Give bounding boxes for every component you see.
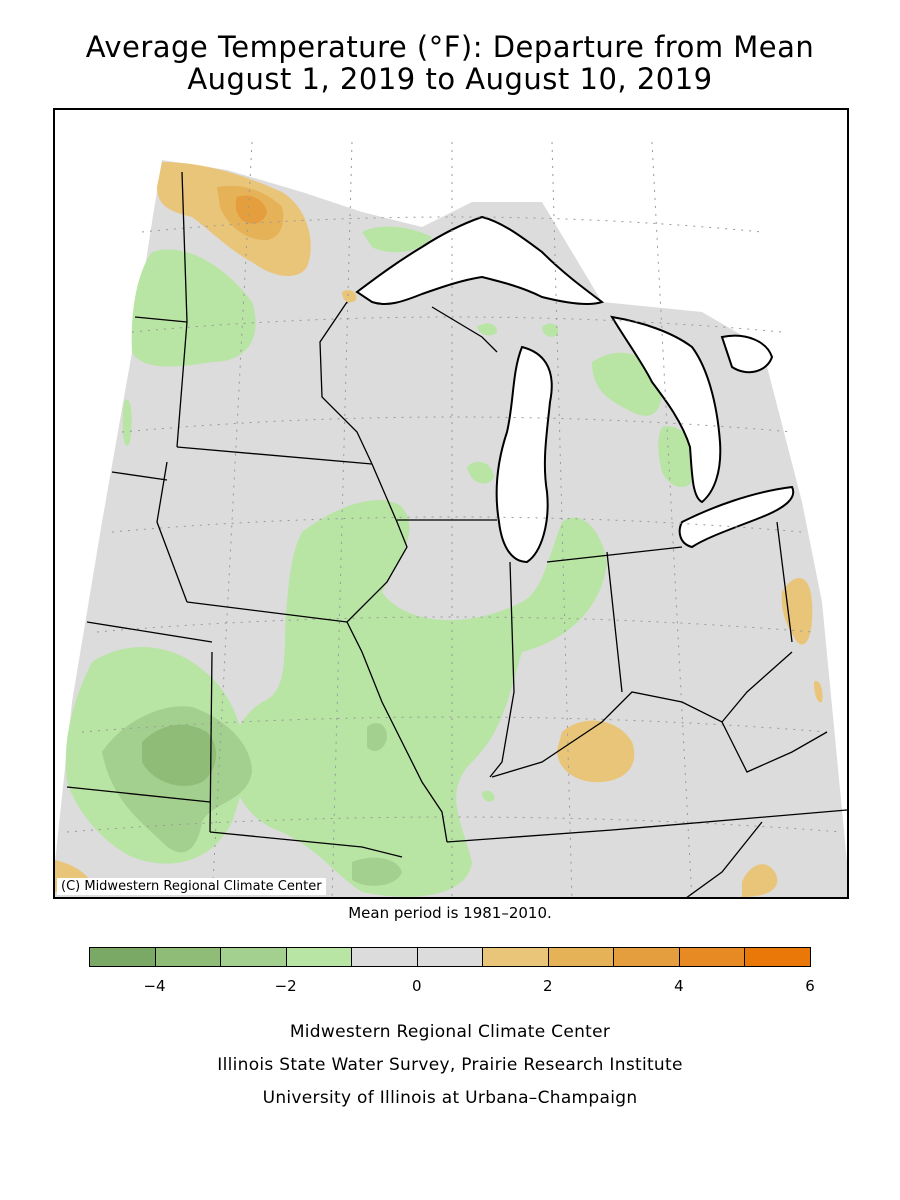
border-mn-ia bbox=[176, 446, 373, 465]
legend-bin bbox=[285, 947, 353, 967]
border-ia-il bbox=[346, 463, 408, 623]
legend-tick-label: 2 bbox=[543, 977, 553, 995]
lake-huron bbox=[610, 315, 722, 504]
anomaly-area-lake-michigan-west bbox=[467, 461, 494, 484]
border-in-oh bbox=[606, 551, 623, 693]
legend-bin bbox=[89, 947, 156, 967]
anomaly-area-missouri-deep bbox=[142, 724, 217, 786]
border-va-tn bbox=[686, 821, 763, 897]
border-il-in bbox=[489, 561, 515, 778]
lake-superior bbox=[355, 215, 605, 306]
border-wi-mi bbox=[431, 306, 498, 353]
anomaly-area-west-edge bbox=[122, 399, 132, 446]
anomaly-area-south-illinois bbox=[352, 857, 402, 886]
border-mn-wi bbox=[319, 301, 373, 465]
anomaly-area-kentucky bbox=[557, 720, 635, 783]
border-mo-ar bbox=[209, 831, 403, 858]
legend-bin bbox=[744, 947, 811, 967]
border-sd-ne bbox=[111, 471, 168, 481]
credit-survey: Illinois State Water Survey, Prairie Res… bbox=[217, 1055, 683, 1075]
anomaly-area-small-1 bbox=[477, 323, 497, 336]
legend-bin bbox=[154, 947, 222, 967]
anomaly-area-superior bbox=[362, 226, 432, 253]
legend-bin bbox=[547, 947, 615, 967]
below-normal-areas bbox=[65, 226, 697, 897]
anomaly-area-northern-minnesota-peak bbox=[235, 195, 267, 224]
legend-bin bbox=[613, 947, 680, 967]
graticule bbox=[66, 141, 843, 897]
legend-tick-label: −2 bbox=[274, 977, 297, 995]
border-ohio-river bbox=[491, 651, 793, 778]
anomaly-area-duluth bbox=[342, 289, 357, 303]
border-mo-il-river bbox=[346, 621, 448, 843]
border-ia-west bbox=[156, 461, 188, 603]
legend-tick-label: −4 bbox=[143, 977, 166, 995]
map-copyright: (C) Midwestern Regional Climate Center bbox=[57, 878, 326, 895]
lake-ontario-edge bbox=[720, 334, 774, 374]
mean-period-note: Mean period is 1981–2010. bbox=[348, 904, 552, 922]
color-legend bbox=[89, 947, 811, 969]
legend-bin bbox=[351, 947, 418, 967]
state-borders bbox=[66, 171, 847, 897]
anomaly-area-north-dakota bbox=[131, 249, 256, 367]
anomaly-area-illinois-core bbox=[367, 723, 387, 751]
anomaly-area-indiana-small bbox=[482, 790, 495, 802]
legend-tick-label: 0 bbox=[411, 977, 422, 995]
border-nd-sd bbox=[134, 316, 188, 323]
above-normal-areas bbox=[55, 162, 823, 897]
anomaly-area-southeast-corner bbox=[742, 864, 778, 897]
great-lakes bbox=[355, 215, 795, 564]
credit-university: University of Illinois at Urbana–Champai… bbox=[262, 1088, 638, 1108]
border-ia-mo bbox=[186, 601, 348, 623]
anomaly-area-small-2 bbox=[542, 323, 559, 337]
border-oh-pa bbox=[776, 521, 793, 643]
legend-tick-label: 4 bbox=[674, 977, 684, 995]
temperature-departure-map: (C) Midwestern Regional Climate Center bbox=[53, 108, 849, 899]
anomaly-area-iowa-illinois bbox=[228, 500, 607, 897]
lake-erie bbox=[678, 485, 795, 549]
border-ks-ok bbox=[66, 786, 211, 803]
map-date-range: August 1, 2019 to August 10, 2019 bbox=[187, 62, 713, 96]
legend-bin bbox=[678, 947, 746, 967]
lake-michigan bbox=[495, 345, 553, 564]
map-title: Average Temperature (°F): Departure from… bbox=[85, 30, 815, 64]
anomaly-area-ohio-small bbox=[814, 681, 823, 703]
border-ks-mo bbox=[209, 651, 213, 833]
anomaly-area-ohio-east bbox=[781, 578, 813, 645]
legend-bin bbox=[416, 947, 484, 967]
credit-center: Midwestern Regional Climate Center bbox=[289, 1022, 611, 1042]
border-ky-tn bbox=[446, 809, 847, 843]
map-canvas bbox=[55, 141, 847, 897]
border-mi-oh bbox=[546, 546, 683, 563]
legend-bin bbox=[220, 947, 287, 967]
border-ky-wv bbox=[721, 721, 828, 773]
legend-tick-label: 6 bbox=[805, 977, 815, 995]
border-ne-ks bbox=[86, 621, 213, 643]
legend-bin bbox=[482, 947, 549, 967]
